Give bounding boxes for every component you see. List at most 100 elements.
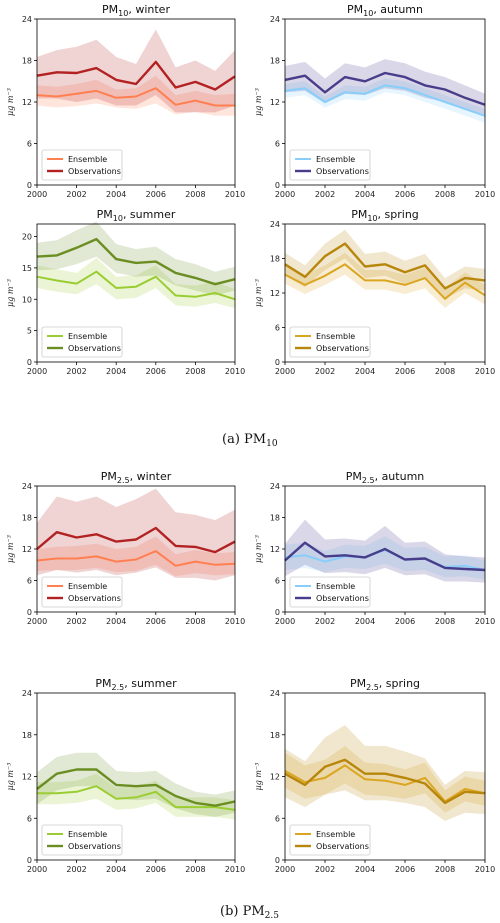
chart-panel: PM2.5, spring 2000 2002 2004 2006 2008 2010 0 6 1… bbox=[254, 677, 495, 874]
uncertainty-band bbox=[285, 59, 485, 115]
x-tick-label: 2006 bbox=[146, 190, 166, 199]
y-tick-label: 20 bbox=[22, 233, 32, 242]
legend: Ensemble Observations bbox=[41, 326, 123, 358]
series-line bbox=[284, 71, 486, 106]
legend-label: Observations bbox=[316, 167, 369, 176]
legend-label: Ensemble bbox=[68, 332, 107, 341]
y-tick-label: 0 bbox=[27, 856, 32, 865]
x-tick-label: 2002 bbox=[66, 367, 86, 376]
chart-title-main: PM bbox=[351, 208, 367, 221]
y-tick-label: 5 bbox=[27, 327, 32, 336]
legend-label: Observations bbox=[316, 842, 369, 851]
y-tick-label: 12 bbox=[270, 773, 280, 782]
y-axis-label: μg m⁻³ bbox=[6, 763, 15, 791]
legend-box bbox=[41, 824, 123, 856]
legend-label: Observations bbox=[68, 167, 121, 176]
x-tick-label: 2010 bbox=[225, 617, 245, 626]
x-tick-label: 2004 bbox=[355, 865, 375, 874]
x-tick-label: 2006 bbox=[146, 617, 166, 626]
legend-label: Ensemble bbox=[316, 582, 355, 591]
uncertainty-band bbox=[285, 536, 485, 580]
legend: Ensemble Observations bbox=[289, 149, 371, 181]
y-tick-label: 18 bbox=[22, 731, 32, 740]
x-tick-label: 2008 bbox=[435, 865, 455, 874]
chart-title-season: , summer bbox=[123, 208, 176, 221]
y-tick-label: 24 bbox=[270, 220, 280, 229]
legend-label: Observations bbox=[68, 344, 121, 353]
chart-title: PM2.5, spring bbox=[350, 677, 420, 692]
y-axis-label: μg m⁻³ bbox=[6, 88, 15, 116]
chart-title-season: , summer bbox=[124, 677, 177, 690]
y-axis-label: μg m⁻³ bbox=[6, 279, 15, 307]
y-tick-label: 0 bbox=[275, 358, 280, 367]
x-tick-label: 2010 bbox=[475, 190, 495, 199]
x-tick-label: 2000 bbox=[27, 865, 47, 874]
uncertainty-band bbox=[285, 78, 485, 123]
series-line bbox=[36, 60, 236, 91]
chart-title: PM2.5, winter bbox=[101, 470, 172, 485]
y-tick-label: 6 bbox=[275, 814, 280, 823]
x-tick-label: 2000 bbox=[275, 190, 295, 199]
chart-title-main: PM bbox=[346, 470, 362, 483]
legend: Ensemble Observations bbox=[289, 576, 371, 608]
y-tick-label: 24 bbox=[22, 689, 32, 698]
x-tick-label: 2008 bbox=[185, 617, 205, 626]
x-tick-label: 2000 bbox=[275, 367, 295, 376]
y-tick-label: 12 bbox=[270, 289, 280, 298]
y-tick-label: 6 bbox=[27, 140, 32, 149]
x-tick-label: 2008 bbox=[185, 190, 205, 199]
legend-label: Ensemble bbox=[316, 155, 355, 164]
x-tick-label: 2010 bbox=[475, 865, 495, 874]
x-tick-label: 2004 bbox=[106, 190, 126, 199]
x-tick-label: 2002 bbox=[66, 617, 86, 626]
y-tick-label: 6 bbox=[275, 140, 280, 149]
x-tick-label: 2006 bbox=[395, 617, 415, 626]
legend: Ensemble Observations bbox=[289, 326, 371, 358]
x-tick-label: 2008 bbox=[185, 367, 205, 376]
y-tick-label: 24 bbox=[270, 15, 280, 24]
uncertainty-band bbox=[37, 221, 235, 296]
chart-panel: PM2.5, winter 2000 2002 2004 2006 2008 2010 0 6 1… bbox=[6, 470, 245, 626]
x-tick-label: 2002 bbox=[315, 367, 335, 376]
chart-title-main: PM bbox=[102, 3, 118, 16]
y-tick-label: 15 bbox=[22, 264, 32, 273]
chart-title-subscript: 2.5 bbox=[111, 683, 124, 692]
chart-title-season: , autumn bbox=[375, 470, 425, 483]
x-tick-label: 2004 bbox=[106, 617, 126, 626]
legend: Ensemble Observations bbox=[41, 149, 123, 181]
chart-title-season: , spring bbox=[378, 208, 419, 221]
y-axis-label: μg m⁻³ bbox=[254, 763, 263, 791]
legend-box bbox=[289, 149, 371, 181]
series-line bbox=[284, 84, 486, 117]
chart-panel: PM2.5, summer 2000 2002 2004 2006 2008 2010 0 6 1… bbox=[6, 677, 245, 874]
legend-box bbox=[41, 326, 123, 358]
legend-box bbox=[289, 824, 371, 856]
y-tick-label: 0 bbox=[275, 608, 280, 617]
y-tick-label: 18 bbox=[270, 514, 280, 523]
plot-frame bbox=[36, 223, 236, 363]
chart-title: PM10, autumn bbox=[347, 3, 423, 18]
chart-title-season: , winter bbox=[130, 470, 172, 483]
series-line bbox=[36, 270, 236, 301]
legend: Ensemble Observations bbox=[41, 824, 123, 856]
y-tick-label: 10 bbox=[22, 295, 32, 304]
x-tick-label: 2002 bbox=[66, 190, 86, 199]
series-line bbox=[36, 87, 235, 107]
y-tick-label: 6 bbox=[275, 324, 280, 333]
y-tick-label: 6 bbox=[27, 814, 32, 823]
chart-panel: PM10, winter 2000 2002 2004 2006 2008 2010 0 6 12… bbox=[6, 3, 245, 199]
legend-box bbox=[41, 149, 123, 181]
x-tick-label: 2004 bbox=[355, 367, 375, 376]
chart-panel: PM2.5, autumn 2000 2002 2004 2006 2008 2010 0 6 1… bbox=[254, 470, 495, 626]
y-tick-label: 18 bbox=[270, 731, 280, 740]
x-tick-label: 2002 bbox=[315, 617, 335, 626]
series-line bbox=[284, 758, 486, 805]
x-tick-label: 2008 bbox=[185, 865, 205, 874]
x-tick-label: 2006 bbox=[395, 367, 415, 376]
x-tick-label: 2002 bbox=[66, 865, 86, 874]
legend-label: Observations bbox=[68, 842, 121, 851]
caption-b: (b) PM2.5 bbox=[220, 904, 279, 921]
x-tick-label: 2006 bbox=[395, 190, 415, 199]
x-tick-label: 2008 bbox=[435, 190, 455, 199]
legend: Ensemble Observations bbox=[289, 824, 371, 856]
